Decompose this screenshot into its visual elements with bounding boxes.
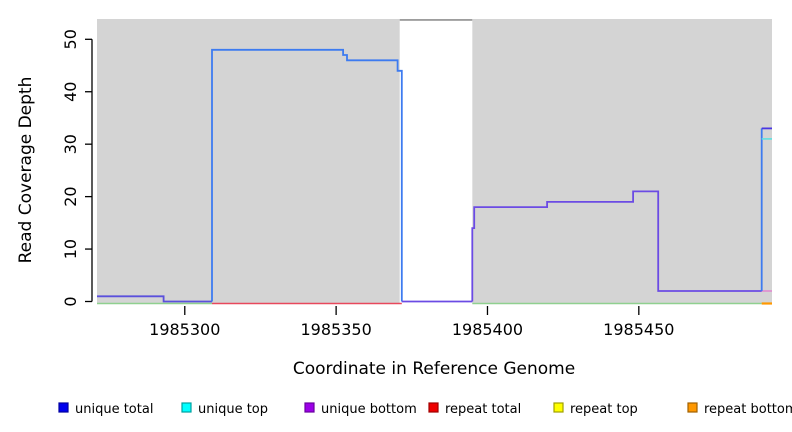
series-unique-total-main-peak <box>211 48 403 302</box>
y-tick-label: 30 <box>61 134 80 154</box>
legend-label: unique bottom <box>321 402 417 417</box>
x-axis-title: Coordinate in Reference Genome <box>293 359 575 379</box>
x-tick-label: 1985450 <box>603 320 674 339</box>
legend-swatch-unique-top <box>181 402 192 413</box>
x-tick-label: 1985300 <box>149 320 220 339</box>
x-tick-label: 1985350 <box>300 320 371 339</box>
covered-region-left <box>97 19 400 304</box>
series-unique-bottom-right-steps <box>471 190 762 302</box>
y-tick-label: 20 <box>61 186 80 206</box>
x-tick-label: 1985400 <box>452 320 523 339</box>
legend-label: repeat top <box>570 402 638 417</box>
y-tick-label: 0 <box>61 296 80 306</box>
legend-swatch-repeat-top <box>553 402 564 413</box>
legend-swatch-repeat-bottom <box>687 402 698 413</box>
y-tick-label: 40 <box>61 82 80 102</box>
legend-label: unique total <box>75 402 153 417</box>
covered-region-right <box>472 19 772 304</box>
legend-label: unique top <box>198 402 268 417</box>
legend-label: repeat bottom <box>704 402 792 417</box>
legend-swatch-repeat-total <box>428 402 439 413</box>
legend-swatch-unique-bottom <box>304 402 315 413</box>
series-unique-left-step <box>97 295 212 303</box>
y-axis-title: Read Coverage Depth <box>16 77 36 264</box>
y-tick-label: 10 <box>61 239 80 259</box>
y-tick-label: 50 <box>61 29 80 49</box>
legend-label: repeat total <box>445 402 521 417</box>
legend-swatch-unique-total <box>58 402 69 413</box>
